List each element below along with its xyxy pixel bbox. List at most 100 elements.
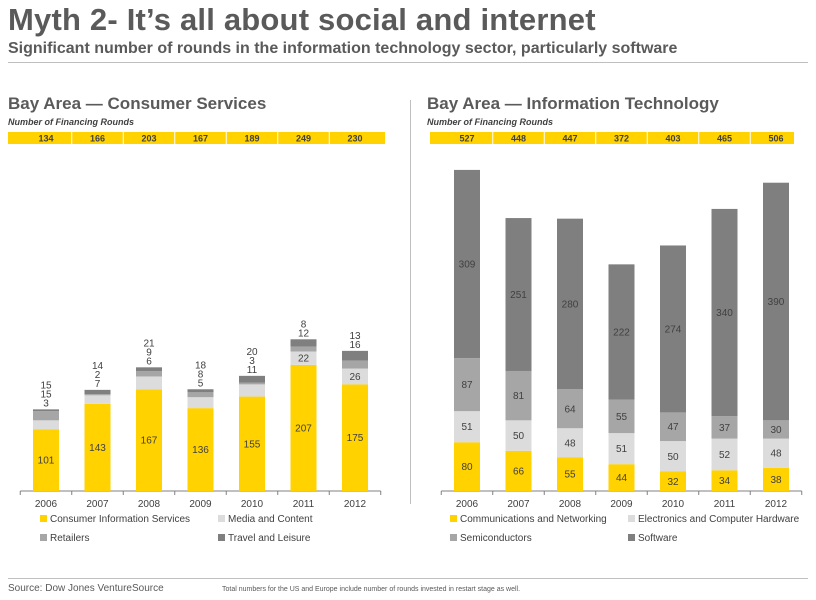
category-label: 2011 (293, 499, 315, 510)
legend-retailers: Retailers (40, 533, 89, 544)
segment-label: 11 (247, 365, 258, 376)
legend-semiconductors: Semiconductors (450, 533, 532, 544)
segment-label: 390 (768, 297, 785, 308)
consumer-bar-2 (33, 411, 59, 421)
legend-label: Software (638, 533, 678, 544)
consumer-bar-2 (136, 370, 162, 377)
legend-swatch (218, 514, 225, 522)
segment-label: 251 (510, 290, 527, 301)
legend-label: Communications and Networking (460, 514, 607, 525)
segment-label: 55 (616, 412, 628, 423)
segment-label: 3 (43, 398, 49, 409)
segment-label: 51 (461, 422, 473, 433)
it-bar-1 (660, 441, 686, 472)
segment-label: 143 (89, 443, 106, 454)
legend-swatch (40, 514, 47, 522)
page-subtitle: Significant number of rounds in the info… (8, 40, 678, 57)
legend-swatch (450, 514, 457, 522)
legend-travel-and-leisure: Travel and Leisure (218, 533, 310, 544)
category-label: 2010 (241, 499, 264, 510)
segment-label: 15 (40, 380, 52, 391)
segment-label: 37 (719, 423, 731, 434)
segment-label: 32 (667, 477, 679, 488)
consumer-services-chart: 134 166 203 167 189 249 2301013151520061437214… (8, 132, 385, 510)
consumer-bar-3 (136, 367, 162, 371)
category-label: 2012 (344, 499, 367, 510)
segment-label: 222 (613, 327, 630, 338)
legend-label: Semiconductors (460, 533, 532, 544)
consumer-bar-3 (239, 375, 265, 383)
segment-label: 155 (244, 439, 261, 450)
consumer-bar-2 (290, 346, 317, 352)
category-label: 2006 (456, 499, 479, 510)
it-bar-0 (763, 467, 789, 491)
segment-label: 51 (616, 444, 628, 455)
category-label: 2010 (662, 499, 685, 510)
category-label: 2011 (714, 499, 736, 510)
it-bar-1 (763, 438, 789, 468)
segment-label: 167 (141, 436, 158, 447)
category-label: 2007 (86, 499, 109, 510)
segment-label: 6 (146, 356, 152, 367)
consumer-bar-0 (290, 364, 317, 491)
consumer-bar-2 (342, 360, 368, 369)
it-bar-2 (505, 370, 532, 421)
consumer-bar-3 (33, 409, 59, 412)
it-bar-0 (660, 471, 686, 491)
it-bar-2 (557, 389, 583, 429)
totals-strip (430, 132, 794, 144)
segment-label: 5 (198, 378, 204, 389)
segment-label: 48 (564, 438, 576, 449)
consumer-bar-1 (136, 376, 162, 390)
category-label: 2006 (35, 499, 58, 510)
segment-label: 136 (192, 445, 209, 456)
it-bar-3 (557, 218, 583, 390)
it-bar-0 (505, 450, 532, 491)
consumer-bar-0 (136, 389, 162, 491)
consumer-bar-0 (239, 396, 265, 491)
consumer-bar-1 (290, 351, 317, 365)
segment-label: 81 (513, 391, 525, 402)
left-panel-totals-label: Number of Financing Rounds (8, 117, 134, 127)
segment-label: 87 (461, 380, 473, 391)
totals-strip (8, 132, 385, 144)
segment-label: 280 (562, 299, 579, 310)
consumer-bar-3 (187, 389, 214, 393)
consumer-bar-3 (84, 389, 111, 395)
category-label: 2009 (189, 499, 212, 510)
segment-label: 47 (667, 422, 679, 433)
it-bar-1 (454, 411, 480, 443)
category-label: 2008 (559, 499, 582, 510)
segment-label: 44 (616, 473, 628, 484)
consumer-bar-1 (33, 420, 59, 430)
right-panel-totals-label: Number of Financing Rounds (427, 117, 553, 127)
segment-label: 9 (146, 347, 152, 358)
panel-divider (410, 100, 411, 504)
consumer-bar-1 (187, 397, 214, 409)
it-bar-2 (711, 416, 738, 439)
consumer-bar-1 (84, 395, 111, 404)
total-label: 447 (562, 134, 577, 144)
segment-label: 8 (198, 369, 204, 380)
total-label: 203 (141, 134, 156, 144)
segment-label: 22 (298, 354, 310, 365)
segment-label: 16 (349, 340, 361, 351)
legend-swatch (628, 533, 635, 541)
consumer-bar-1 (342, 368, 368, 385)
total-label: 403 (665, 134, 680, 144)
it-bar-3 (763, 182, 789, 421)
segment-label: 21 (143, 338, 155, 349)
segment-label: 80 (461, 462, 473, 473)
consumer-bar-1 (239, 384, 265, 397)
segment-label: 13 (349, 331, 361, 342)
footer-rule (8, 578, 808, 579)
segment-label: 30 (770, 425, 782, 436)
segment-label: 18 (195, 360, 207, 371)
total-label: 527 (459, 134, 474, 144)
header-rule (8, 62, 808, 63)
total-label: 249 (296, 134, 311, 144)
segment-label: 38 (770, 475, 782, 486)
segment-label: 12 (298, 328, 310, 339)
it-bar-3 (608, 264, 635, 400)
information-technology-chart: 527 448 447 372 403 465 506 80 51 87 309 2006 66 50 81… (430, 132, 803, 510)
